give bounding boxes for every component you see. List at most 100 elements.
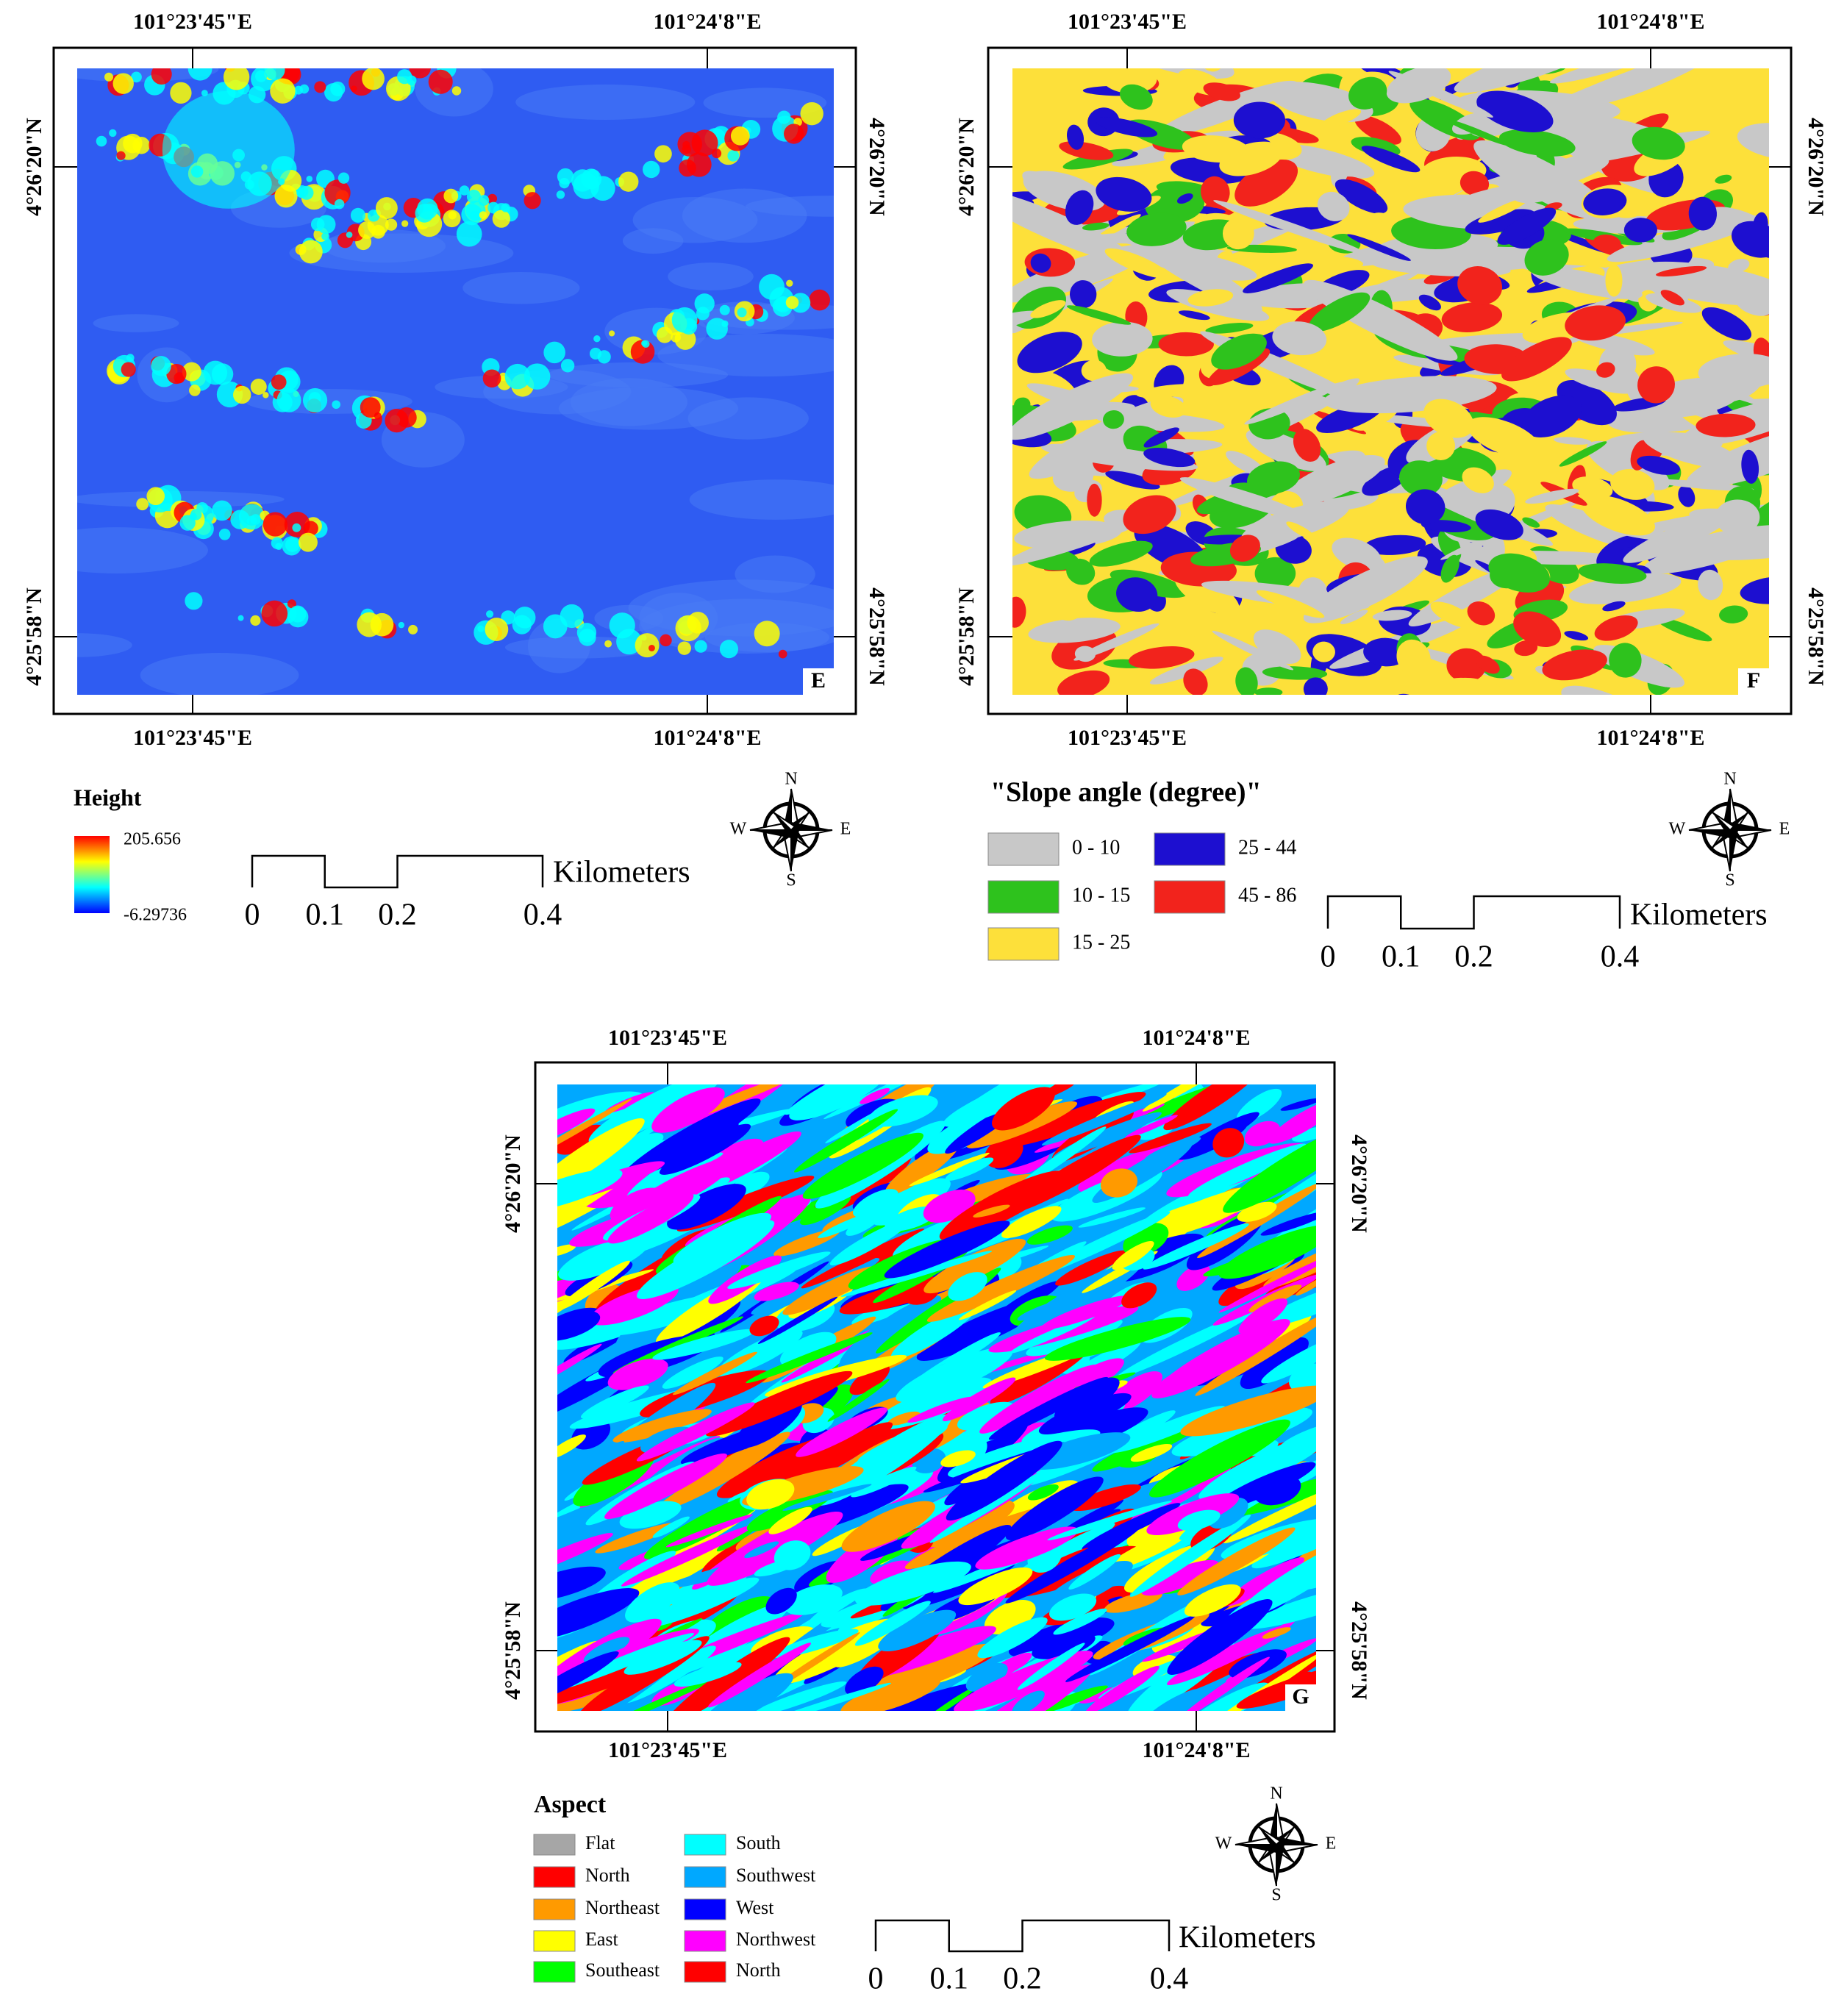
- map-patch: [1396, 639, 1431, 676]
- map-patch: [121, 362, 136, 377]
- longitude-label: 101°23'45"E: [608, 1738, 727, 1762]
- map-patch: [706, 1370, 853, 1437]
- map-patch: [1549, 68, 1661, 84]
- map-patch: [829, 1219, 910, 1266]
- map-patch: [1129, 1514, 1251, 1597]
- map-patch: [1715, 174, 1732, 184]
- map-patch: [1082, 222, 1110, 231]
- map-patch: [1012, 512, 1156, 566]
- map-patch: [660, 1123, 751, 1175]
- map-patch: [462, 271, 580, 304]
- map-patch: [1195, 1311, 1316, 1396]
- map-patch: [1261, 1334, 1316, 1384]
- map-patch: [1112, 1240, 1154, 1270]
- scale-label: 0: [245, 898, 260, 932]
- map-patch: [1154, 80, 1298, 138]
- map-patch: [1049, 1593, 1097, 1621]
- map-patch: [1388, 71, 1493, 118]
- map-patch: [306, 175, 313, 182]
- compass-letter: N: [1723, 770, 1736, 789]
- map-patch: [1475, 509, 1523, 540]
- legend-swatch: [684, 1961, 726, 1983]
- map-patch: [1235, 667, 1258, 695]
- map-patch: [375, 197, 398, 219]
- map-patch: [469, 210, 480, 221]
- map-patch: [1347, 234, 1411, 261]
- map-patch: [1027, 1484, 1059, 1501]
- map-patch: [314, 81, 326, 93]
- map-patch: [790, 1422, 893, 1484]
- longitude-label: 101°24'8"E: [1597, 10, 1705, 34]
- map-patch: [778, 649, 787, 659]
- scale-label: 0: [1321, 940, 1336, 974]
- map-patch: [1596, 362, 1615, 378]
- map-patch: [887, 1411, 921, 1426]
- map-patch: [909, 1152, 990, 1187]
- map-patch: [1001, 1206, 1062, 1239]
- map-patch: [884, 1220, 1010, 1279]
- legend-swatch: [987, 927, 1060, 961]
- panel-label-box: [1738, 668, 1769, 695]
- map-patch: [292, 523, 301, 532]
- longitude-label: 101°24'8"E: [1143, 1738, 1251, 1762]
- map-patch: [1223, 1483, 1316, 1543]
- map-patch: [1183, 668, 1208, 695]
- panel-label-box: [1285, 1684, 1316, 1711]
- map-patch: [612, 1316, 744, 1374]
- map-patch: [1244, 382, 1345, 425]
- map-patch: [1066, 124, 1085, 150]
- map-patch: [1637, 366, 1675, 404]
- map-patch: [1237, 1201, 1277, 1222]
- legend-label: Northeast: [585, 1897, 660, 1918]
- map-patch: [1201, 176, 1230, 208]
- map-patch: [1248, 1284, 1302, 1312]
- map-patch: [1238, 1298, 1288, 1334]
- latitude-label: 4°25'58"N: [1347, 1601, 1371, 1700]
- map-patch: [1803, 410, 1833, 466]
- latitude-label: 4°26'20"N: [501, 1134, 525, 1233]
- map-patch: [1157, 746, 1212, 779]
- compass-letter: S: [1725, 871, 1734, 890]
- map-patch: [1203, 82, 1240, 101]
- map-patch: [557, 1659, 662, 1711]
- map-patch: [1243, 263, 1313, 293]
- map-patch: [621, 1098, 761, 1180]
- map-patch: [362, 68, 385, 90]
- map-patch: [1440, 554, 1459, 583]
- map-patch: [1042, 1560, 1133, 1611]
- map-patch: [1247, 461, 1300, 495]
- map-patch: [621, 1525, 754, 1587]
- map-patch: [1124, 1115, 1178, 1139]
- map-patch: [162, 90, 295, 209]
- map-patch: [1292, 1126, 1316, 1142]
- map-patch: [557, 1118, 645, 1201]
- map-patch: [1223, 1125, 1316, 1213]
- map-patch: [479, 211, 487, 219]
- map-patch: [1293, 429, 1321, 462]
- map-patch: [1176, 1264, 1210, 1291]
- map-patch: [1100, 68, 1157, 94]
- map-patch: [1423, 398, 1474, 438]
- map-patch: [1593, 234, 1621, 252]
- map-patch: [1116, 1309, 1259, 1379]
- map-patch: [557, 1588, 640, 1642]
- map-patch: [682, 140, 690, 149]
- map-patch: [218, 528, 231, 540]
- map-patch: [660, 634, 672, 647]
- map-patch: [701, 1673, 793, 1711]
- map-patch: [583, 1637, 630, 1663]
- compass-letter: W: [730, 820, 747, 839]
- map-patch: [299, 532, 318, 552]
- map-patch: [696, 307, 710, 321]
- map-patch: [212, 500, 232, 521]
- map-patch: [1364, 535, 1426, 555]
- map-patch: [746, 1682, 892, 1711]
- map-patch: [1187, 289, 1234, 307]
- map-patch: [1007, 1134, 1141, 1214]
- panel-label: E: [811, 668, 826, 693]
- map-patch: [1149, 1419, 1290, 1498]
- map-patch: [1251, 1509, 1316, 1569]
- map-patch: [557, 1244, 576, 1257]
- map-patch: [860, 1088, 890, 1104]
- legend-swatch: [1154, 832, 1226, 866]
